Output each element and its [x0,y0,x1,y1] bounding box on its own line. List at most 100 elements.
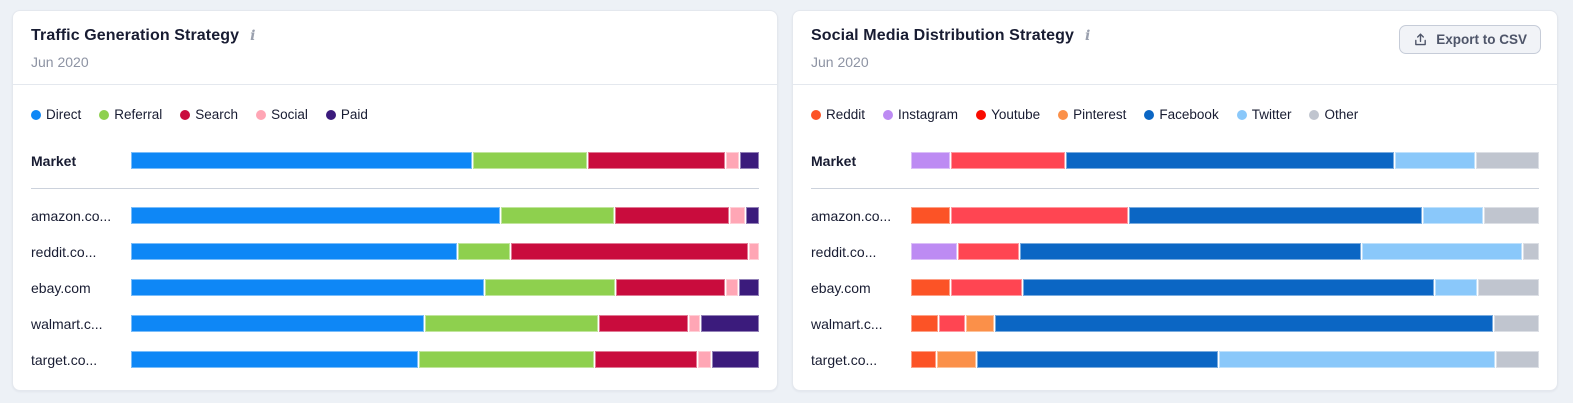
bar-segment-instagram[interactable] [911,243,958,260]
bar-segment-other[interactable] [1478,279,1539,296]
bar-segment-facebook[interactable] [977,351,1219,368]
bar-segment-social[interactable] [688,315,700,332]
bar-segment-reddit[interactable] [911,207,951,224]
bar-segment-instagram[interactable] [911,152,951,169]
bar-segment-referral[interactable] [484,279,615,296]
legend-label: Reddit [826,107,866,122]
bar-segment-other[interactable] [1483,207,1540,224]
legend-dot-paid [325,109,336,120]
bar-segment-search[interactable] [598,315,688,332]
bar-segment-paid[interactable] [739,279,760,296]
bar-segment-paid[interactable] [745,207,759,224]
legend-item-twitter[interactable]: Twitter [1236,107,1292,122]
legend-label: Twitter [1251,107,1292,122]
chart-row-walmart-c: walmart.c... [811,315,1540,332]
info-icon[interactable]: i [1085,28,1091,44]
legend-item-youtube[interactable]: Youtube [976,107,1040,122]
stacked-bar [911,207,1540,224]
bar-segment-social[interactable] [725,279,739,296]
bar-segment-twitter[interactable] [1395,152,1476,169]
bar-segment-direct[interactable] [131,207,501,224]
legend-item-social[interactable]: Social [256,107,308,122]
bar-segment-youtube[interactable] [958,243,1019,260]
legend-label: Social [271,107,308,122]
chart-row-reddit-co: reddit.co... [31,243,759,260]
bar-segment-other[interactable] [1495,351,1539,368]
row-label: ebay.com [31,279,91,296]
bar-segment-direct[interactable] [131,279,484,296]
bar-segment-referral[interactable] [425,315,598,332]
legend-dot-facebook [1144,109,1155,120]
bar-segment-other[interactable] [1476,152,1539,169]
bar-segment-reddit[interactable] [911,315,938,332]
legend-item-referral[interactable]: Referral [99,107,162,122]
export-button-label: Export to CSV [1436,32,1527,47]
bar-segment-facebook[interactable] [1065,152,1395,169]
row-label: amazon.co... [811,207,892,224]
legend-dot-youtube [976,109,987,120]
chart-row-ebay-com: ebay.com [31,279,760,296]
bar-segment-referral[interactable] [472,152,587,169]
bar-segment-paid[interactable] [700,315,759,332]
bar-segment-pinterest[interactable] [936,351,977,368]
stacked-bar [131,279,760,296]
chart-row-market: Market [811,152,1539,169]
export-to-csv-button[interactable]: Export to CSV [1399,25,1541,54]
legend-item-direct[interactable]: Direct [31,107,81,122]
bar-segment-pinterest[interactable] [965,315,994,332]
bar-segment-twitter[interactable] [1362,243,1523,260]
bar-segment-twitter[interactable] [1423,207,1483,224]
bar-segment-facebook[interactable] [1023,279,1434,296]
bar-segment-paid[interactable] [739,152,759,169]
bar-segment-twitter[interactable] [1434,279,1478,296]
bar-segment-reddit[interactable] [911,279,951,296]
bar-segment-youtube[interactable] [938,315,965,332]
bar-segment-other[interactable] [1494,315,1540,332]
legend-item-paid[interactable]: Paid [325,107,368,122]
row-label: amazon.co... [31,207,112,224]
bar-segment-direct[interactable] [131,315,425,332]
bar-segment-social[interactable] [698,351,711,368]
bar-segment-search[interactable] [614,207,730,224]
bar-segment-search[interactable] [615,279,725,296]
bar-segment-direct[interactable] [131,243,457,260]
legend-item-search[interactable]: Search [180,107,238,122]
bar-segment-search[interactable] [595,351,698,368]
bar-segment-direct[interactable] [131,351,418,368]
bar-segment-search[interactable] [510,243,748,260]
bar-segment-facebook[interactable] [1128,207,1423,224]
bar-segment-referral[interactable] [418,351,595,368]
legend-label: Search [195,107,239,122]
bar-segment-social[interactable] [730,207,745,224]
legend-dot-search [180,109,191,120]
bar-segment-youtube[interactable] [951,279,1023,296]
legend-label: Paid [340,107,368,122]
bar-segment-youtube[interactable] [951,152,1065,169]
bar-segment-other[interactable] [1523,243,1539,260]
legend-item-pinterest[interactable]: Pinterest [1058,107,1126,122]
bar-segment-social[interactable] [725,152,739,169]
bar-segment-search[interactable] [587,152,725,169]
bar-segment-paid[interactable] [711,351,759,368]
bar-segment-facebook[interactable] [994,315,1494,332]
bar-segment-referral[interactable] [501,207,614,224]
legend-item-reddit[interactable]: Reddit [811,107,865,122]
info-icon[interactable]: i [250,28,256,44]
stacked-bar [911,243,1539,260]
bar-segment-reddit[interactable] [911,351,936,368]
row-label: Market [811,152,857,169]
chart-row-reddit-co: reddit.co... [811,243,1539,260]
bar-segment-facebook[interactable] [1019,243,1362,260]
bar-segment-social[interactable] [748,243,759,260]
bar-segment-direct[interactable] [131,152,472,169]
stacked-bar [131,315,759,332]
legend-item-instagram[interactable]: Instagram [883,107,958,122]
legend-item-other[interactable]: Other [1309,107,1358,122]
bar-segment-referral[interactable] [457,243,510,260]
chart-row-market: Market [31,152,759,169]
legend-label: Other [1324,107,1359,122]
bar-segment-youtube[interactable] [951,207,1128,224]
bar-segment-twitter[interactable] [1219,351,1495,368]
legend-item-facebook[interactable]: Facebook [1144,107,1219,122]
